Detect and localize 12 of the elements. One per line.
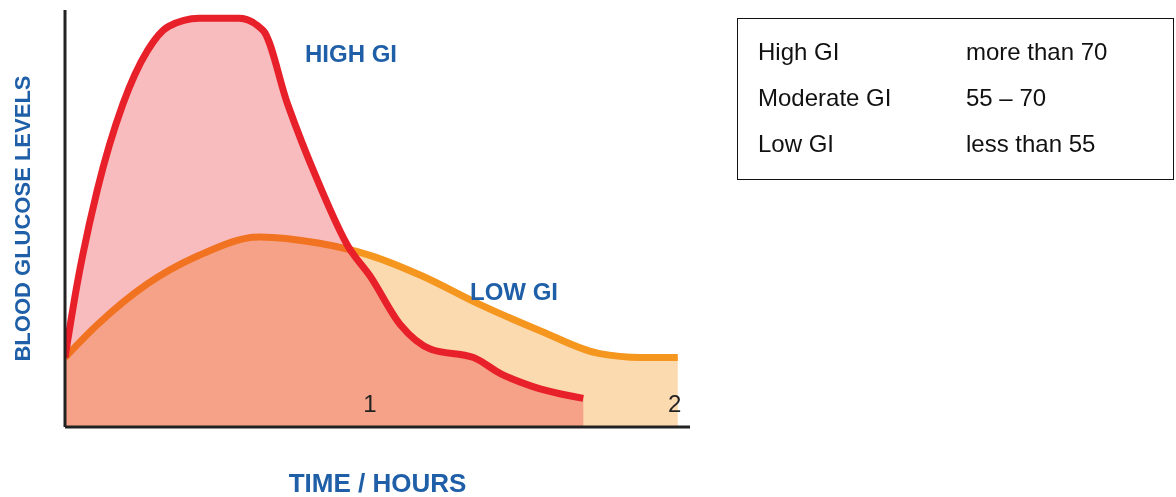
x-tick-label: 2 (668, 390, 682, 418)
series-label: LOW GI (470, 278, 558, 306)
text: High GI (758, 38, 840, 66)
text: Low GI (758, 130, 835, 158)
text: 55 – 70 (966, 84, 1047, 112)
series-label: HIGH GI (305, 40, 398, 68)
text: more than 70 (966, 38, 1108, 66)
text: less than 55 (966, 130, 1096, 158)
y-axis-title: BLOOD GLUCOSE LEVELS (9, 75, 35, 362)
x-axis-title: TIME / HOURS (288, 468, 467, 497)
x-tick-label: 1 (363, 390, 377, 418)
text: Moderate GI (758, 84, 892, 112)
